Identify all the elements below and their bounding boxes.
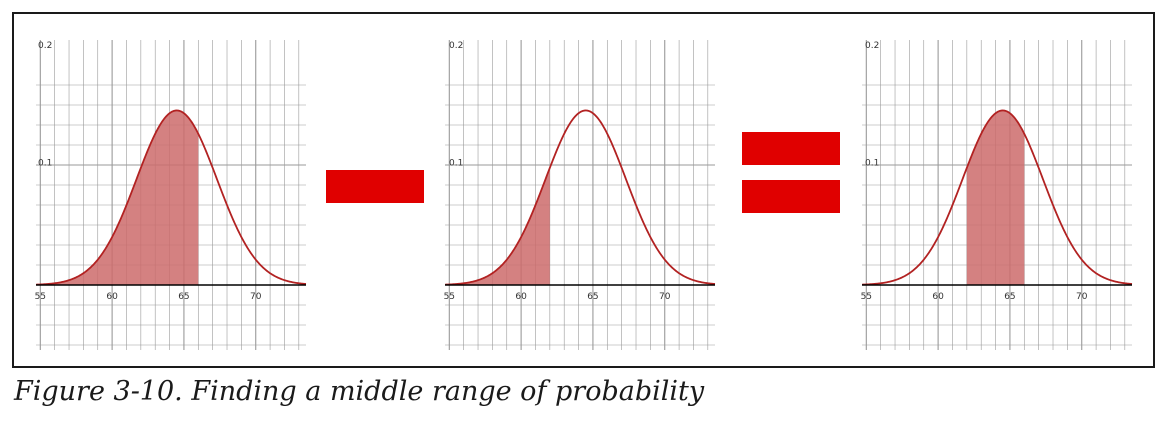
equals-operator	[742, 132, 840, 213]
equals-bar-bottom	[742, 180, 840, 213]
density-curve	[35, 109, 307, 286]
x-tick-label: 55	[35, 292, 46, 302]
y-tick-label: 0.2	[449, 41, 463, 51]
chart-panel-1: 55 60 65 70 0.1 0.2	[35, 40, 307, 350]
x-tick-label: 65	[587, 292, 598, 302]
y-tick-label: 0.2	[38, 41, 52, 51]
density-curve	[861, 109, 1133, 286]
shaded-probability-area	[966, 110, 1025, 285]
shaded-probability-area	[36, 110, 199, 285]
x-tick-label: 60	[106, 292, 118, 302]
x-tick-label: 60	[515, 292, 527, 302]
y-tick-label: 0.2	[865, 41, 879, 51]
y-tick-label: 0.1	[449, 159, 463, 169]
figure-svg: 55 60 65 70 0.1 0.2 55 60 65 70 0.1 0.2 55 60 65 70 0.1 0…	[35, 40, 1133, 350]
x-tick-label: 55	[444, 292, 455, 302]
x-tick-label: 65	[178, 292, 189, 302]
shaded-probability-area	[445, 167, 550, 285]
minus-operator	[326, 170, 424, 203]
y-tick-label: 0.1	[38, 159, 52, 169]
chart-panel-3: 55 60 65 70 0.1 0.2	[861, 40, 1133, 350]
figure-frame	[12, 12, 1155, 368]
x-tick-label: 70	[250, 292, 262, 302]
x-tick-label: 55	[861, 292, 872, 302]
figure-caption: Figure 3-10. Finding a middle range of p…	[14, 376, 705, 407]
y-tick-label: 0.1	[865, 159, 879, 169]
density-curve	[444, 109, 716, 286]
chart-panel-2: 55 60 65 70 0.1 0.2	[444, 40, 716, 350]
x-tick-label: 70	[1076, 292, 1088, 302]
x-tick-label: 65	[1004, 292, 1015, 302]
x-tick-label: 60	[932, 292, 944, 302]
equals-bar-top	[742, 132, 840, 165]
x-tick-label: 70	[659, 292, 671, 302]
